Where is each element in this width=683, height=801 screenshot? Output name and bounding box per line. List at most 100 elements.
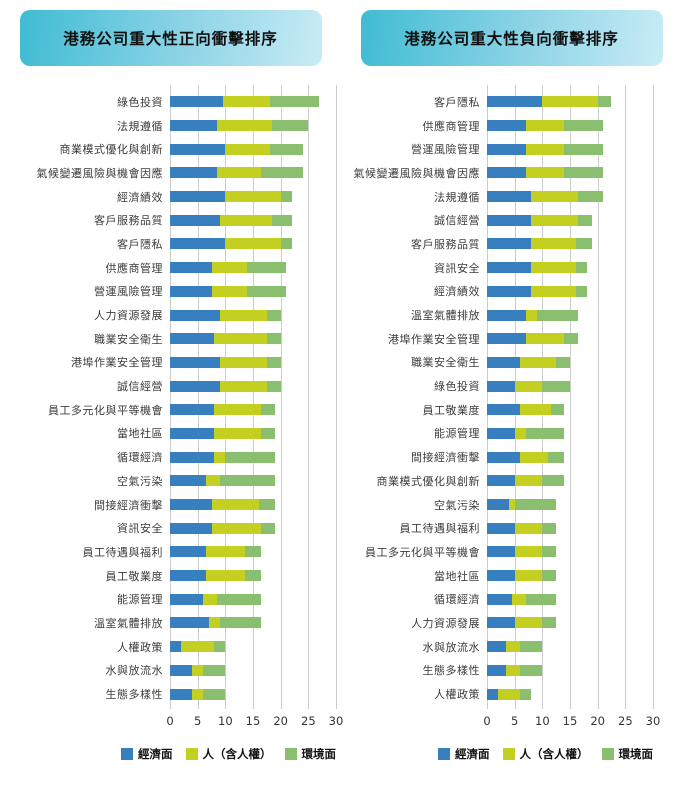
bar-segment-environment [261,522,276,534]
bar-row [487,422,653,446]
legend-item-economic: 經濟面 [121,746,173,762]
category-label: 水與放流水 [422,640,480,654]
bar-segment-environment [542,522,557,534]
bar-row [170,90,336,114]
category-label: 生態多樣性 [105,688,163,702]
x-axis-row: 0 5 10 15 20 25 30 [341,714,682,730]
bars [487,90,653,706]
x-axis: 0 5 10 15 20 25 30 [483,714,660,730]
bar-segment-environment [280,191,292,203]
bar-segment-environment [244,546,262,558]
bar-segment-people [525,143,565,155]
bar-segment-people [219,214,273,226]
bar-segment-people [214,427,262,439]
bar-segment-environment [564,333,579,345]
bar-segment-environment [225,451,276,463]
bar-row [170,327,336,351]
bar-segment-people [219,356,267,368]
legend-label: 經濟面 [455,746,490,761]
bar-row [487,303,653,327]
chart-title-banner: 港務公司重大性正向衝擊排序 [19,10,322,66]
bar-segment-people [514,570,543,582]
category-label: 當地社區 [434,569,480,583]
bar-segment-economic [170,96,223,108]
bar-segment-environment [564,120,604,132]
category-label: 營運風險管理 [94,285,163,299]
category-label: 客戶服務品質 [411,237,480,251]
bar-segment-economic [487,688,499,700]
x-tick-label: 30 [645,713,661,728]
bar-row [170,469,336,493]
x-tick-label: 0 [166,713,174,728]
chart-title-banner: 港務公司重大性負向衝擊排序 [360,10,663,66]
gridline [597,85,599,709]
bar-segment-environment [520,641,543,653]
bar-segment-people [506,641,521,653]
bar-segment-environment [261,427,276,439]
legend-label: 人（含人權） [202,746,272,761]
bar-segment-environment [514,499,557,511]
bar-row [170,659,336,683]
bar-segment-environment [266,356,281,368]
bar-row [487,564,653,588]
legend-spacer [0,746,121,762]
bar-segment-people [217,120,273,132]
bar-segment-economic [170,427,215,439]
bar-row [170,185,336,209]
category-label: 能源管理 [117,593,163,607]
bar-segment-environment [542,617,557,629]
bar-row [487,327,653,351]
x-tick-label: 5 [193,713,202,728]
category-label: 供應商管理 [105,261,163,275]
bar-segment-economic [170,380,220,392]
bar-segment-economic [170,451,215,463]
category-label: 能源管理 [434,427,480,441]
bar-segment-economic [170,262,212,274]
category-label: 空氣污染 [434,498,480,512]
gridline [542,85,544,709]
category-label: 溫室氣體排放 [94,616,163,630]
bar-row [487,635,653,659]
category-label: 人權政策 [434,688,480,702]
bar-segment-economic [170,522,212,534]
bar-segment-environment [203,664,226,676]
bar-segment-economic [487,143,526,155]
bar-segment-environment [266,333,281,345]
bar-segment-economic [487,427,515,439]
legend-label: 經濟面 [138,746,173,761]
bar-segment-environment [520,688,532,700]
legend-label: 環境面 [301,746,337,761]
category-label: 當地社區 [117,427,163,441]
category-label: 職業安全衛生 [94,332,163,346]
bar-segment-people [211,522,262,534]
category-label: 經濟績效 [117,190,163,204]
bar-segment-people [498,688,521,700]
category-label: 客戶隱私 [117,237,163,251]
bar-segment-economic [170,238,226,250]
bar-segment-people [542,96,598,108]
category-label: 誠信經營 [434,214,480,228]
legend-label: 環境面 [618,746,654,761]
bar-segment-economic [170,641,182,653]
category-label: 綠色投資 [434,380,480,394]
bar-segment-environment [556,356,570,368]
bar-row [170,493,336,517]
plot-area [170,85,337,709]
bar-row [170,540,336,564]
category-label: 法規遵循 [117,119,163,133]
bar-segment-environment [578,191,604,203]
bar-segment-economic [487,380,515,392]
bar-segment-people [525,167,565,179]
bar-row [487,493,653,517]
bar-segment-economic [170,617,209,629]
bar-segment-environment [542,546,557,558]
bar-segment-economic [170,546,206,558]
x-tick-label: 30 [328,713,344,728]
legend-item-environment: 環境面 [601,746,654,762]
bar-segment-environment [214,641,226,653]
bar-segment-environment [266,309,281,321]
bar-segment-economic [487,285,532,297]
bar-segment-people [525,309,537,321]
category-label: 溫室氣體排放 [411,309,480,323]
